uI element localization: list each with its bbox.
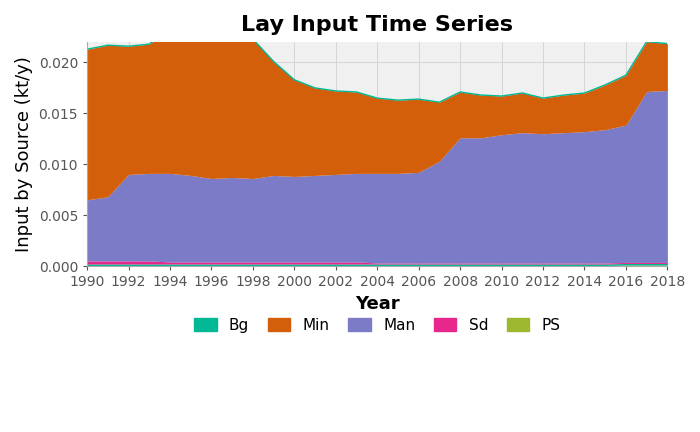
Y-axis label: Input by Source (kt/y): Input by Source (kt/y) [15,56,33,252]
Title: Lay Input Time Series: Lay Input Time Series [241,15,513,35]
X-axis label: Year: Year [355,295,400,313]
Legend: Bg, Min, Man, Sd, PS: Bg, Min, Man, Sd, PS [188,311,567,339]
